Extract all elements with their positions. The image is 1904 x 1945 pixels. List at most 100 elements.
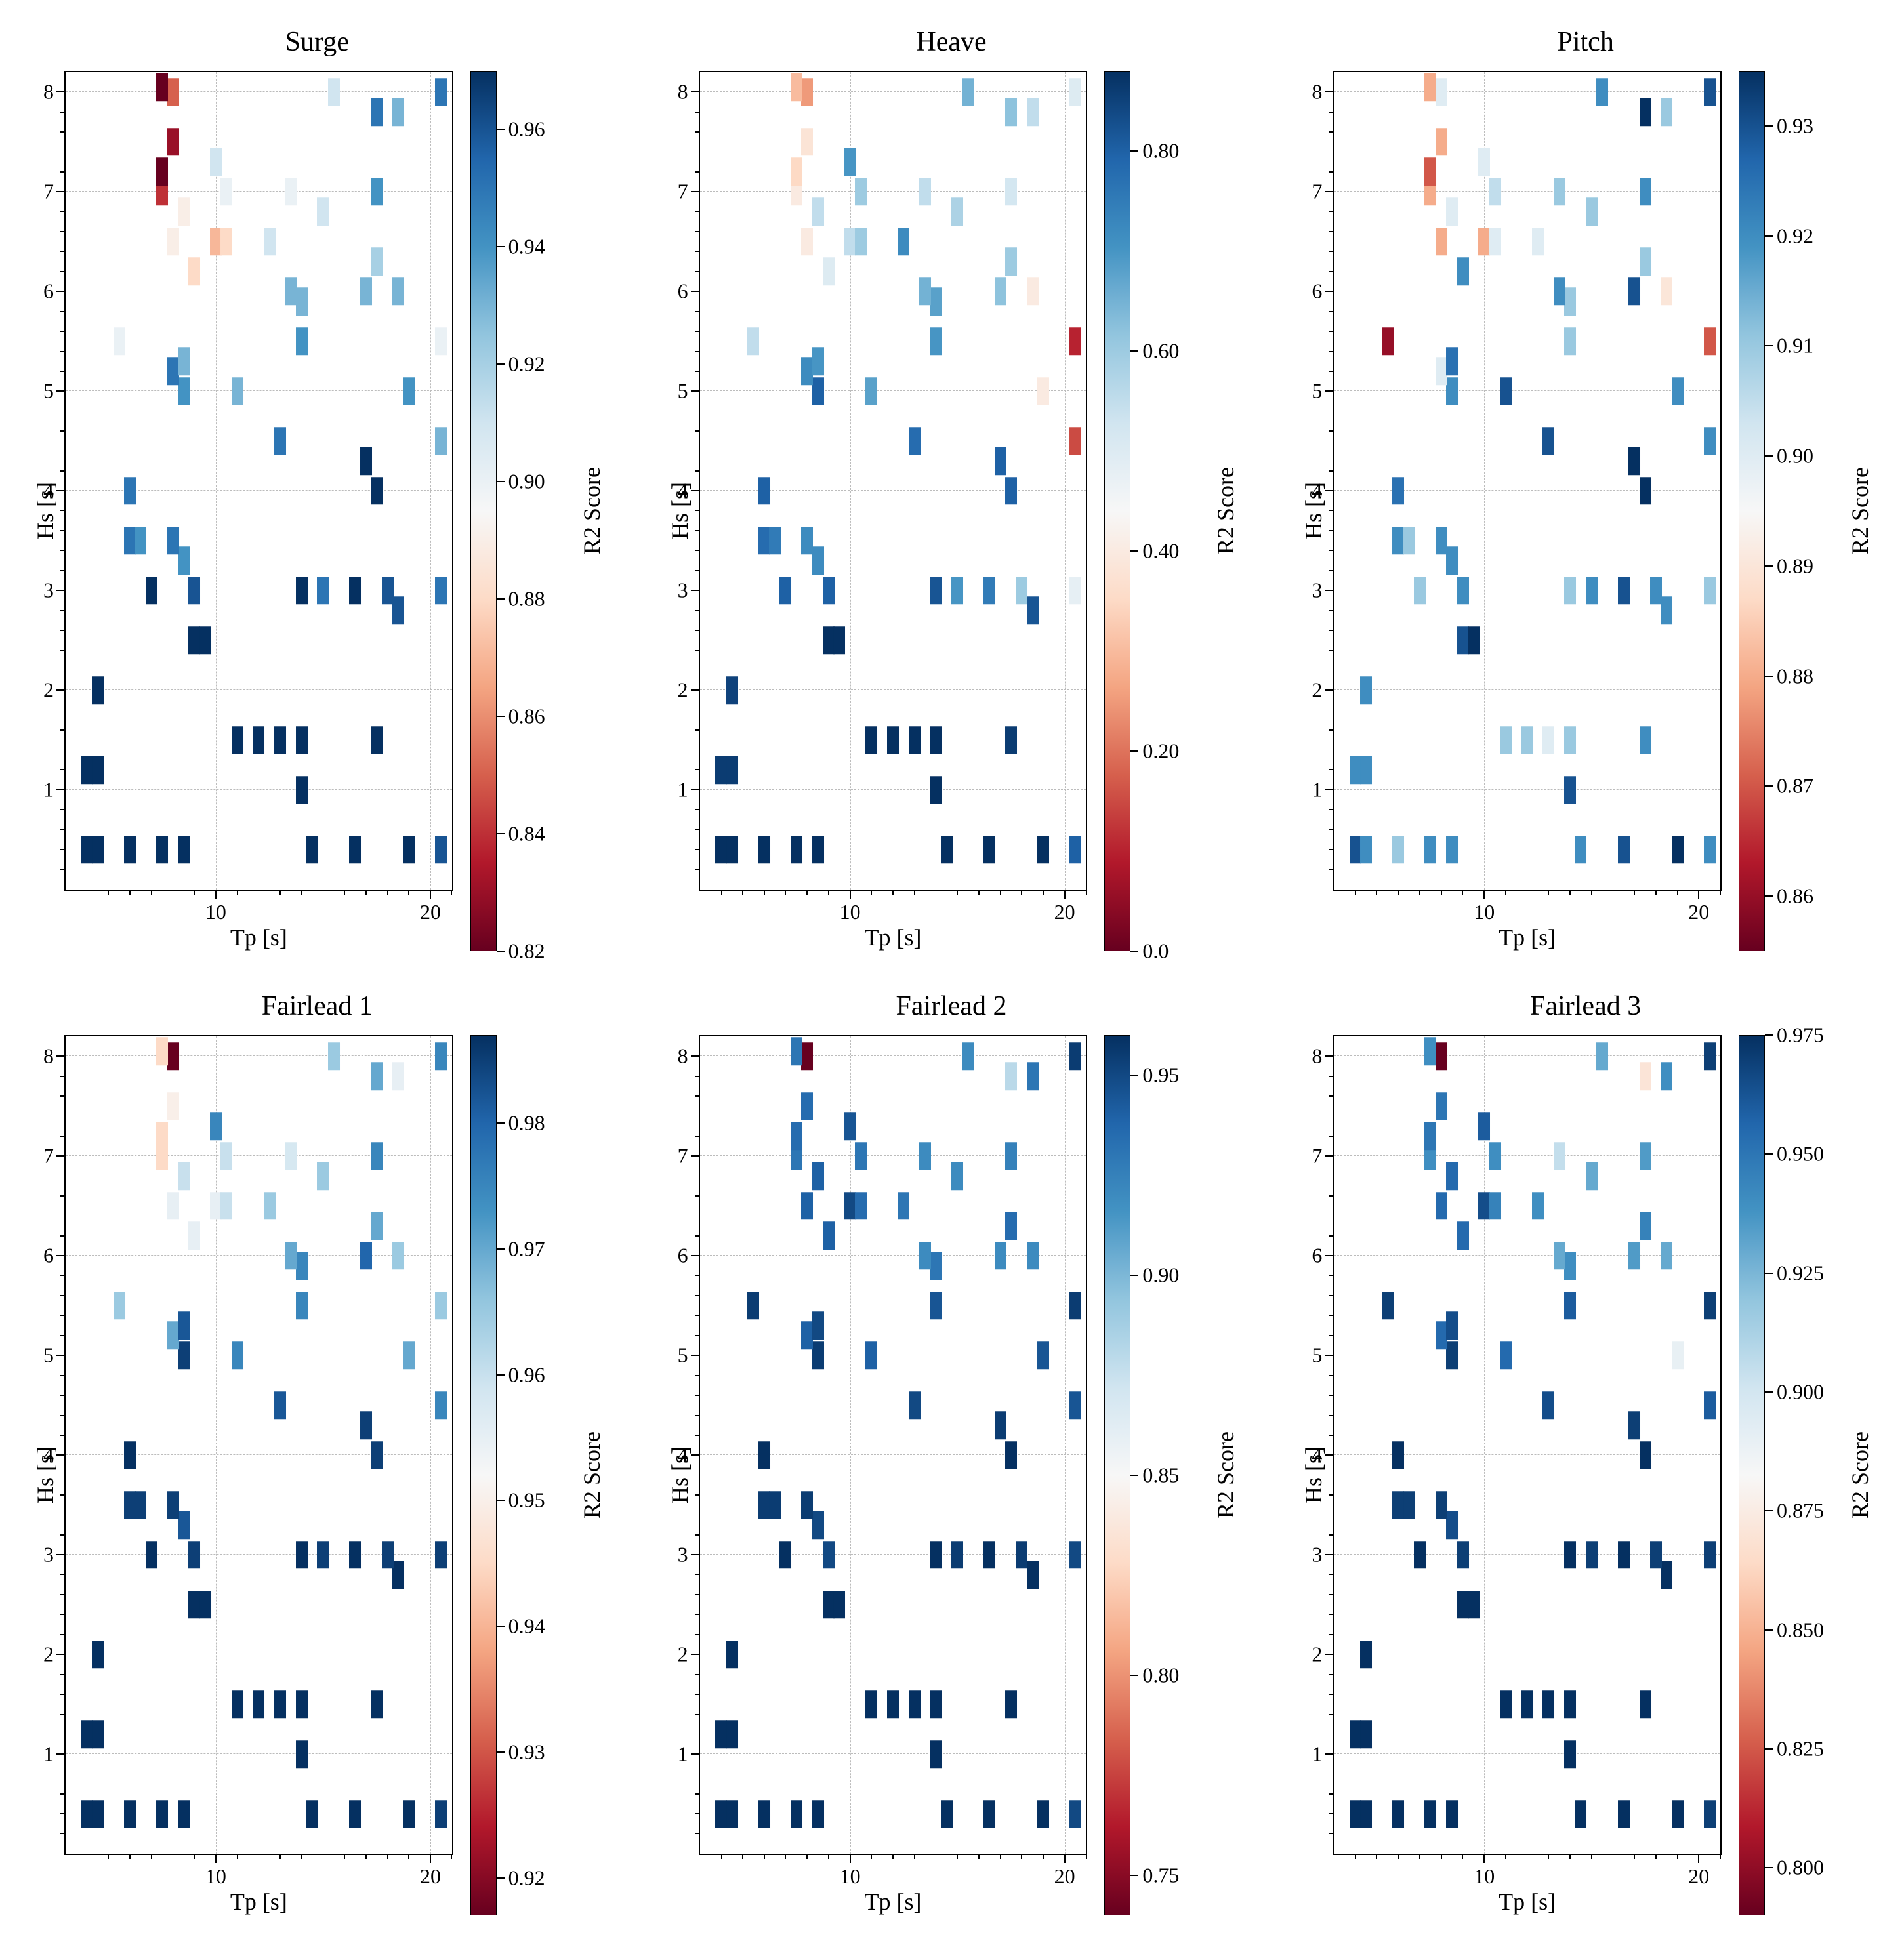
scatter-marker xyxy=(232,1341,243,1370)
scatter-marker xyxy=(1424,1122,1436,1151)
colorbar-tick-label: 0.95 xyxy=(1142,1063,1179,1088)
scatter-marker xyxy=(1005,477,1017,505)
scatter-marker xyxy=(1446,836,1458,864)
scatter-marker xyxy=(909,1690,921,1719)
scatter-marker xyxy=(1037,1800,1049,1828)
scatter-marker xyxy=(779,1541,791,1569)
scatter-marker xyxy=(1005,247,1017,276)
y-tick-label: 2 xyxy=(678,1643,688,1667)
scatter-marker xyxy=(844,228,856,256)
y-tick-label: 8 xyxy=(43,1044,54,1069)
plot-area: 123456781020 xyxy=(64,71,453,891)
scatter-marker xyxy=(124,1800,136,1828)
scatter-marker xyxy=(865,1690,877,1719)
scatter-marker xyxy=(1436,527,1447,555)
colorbar-tick-label: 0.97 xyxy=(508,1237,545,1261)
scatter-marker xyxy=(1403,527,1415,555)
scatter-marker xyxy=(435,1541,447,1569)
scatter-marker xyxy=(779,577,791,605)
y-tick-label: 6 xyxy=(678,279,688,304)
scatter-marker xyxy=(156,1038,168,1066)
scatter-marker xyxy=(1478,148,1490,176)
scatter-marker xyxy=(435,1042,447,1071)
scatter-marker xyxy=(349,577,361,605)
scatter-marker xyxy=(188,258,200,286)
scatter-marker xyxy=(1446,1341,1458,1370)
colorbar-tick-label: 0.87 xyxy=(1777,774,1813,798)
scatter-marker xyxy=(769,1491,781,1519)
scatter-marker xyxy=(274,427,286,455)
scatter-marker xyxy=(403,1341,415,1370)
x-tick-label: 20 xyxy=(1688,900,1709,924)
scatter-marker xyxy=(855,1192,867,1220)
scatter-marker xyxy=(865,1341,877,1370)
scatter-marker xyxy=(1564,577,1576,605)
scatter-marker xyxy=(210,1192,222,1220)
scatter-marker xyxy=(403,377,415,405)
scatter-marker xyxy=(135,527,146,555)
scatter-marker xyxy=(726,1720,738,1748)
scatter-marker xyxy=(1532,228,1544,256)
x-tick-label: 20 xyxy=(1688,1864,1709,1889)
colorbar-tick-label: 0.89 xyxy=(1777,554,1813,578)
scatter-marker xyxy=(1005,178,1017,206)
scatter-marker xyxy=(124,527,136,555)
scatter-marker xyxy=(1575,1800,1586,1828)
x-tick-label: 10 xyxy=(840,1864,861,1889)
scatter-marker xyxy=(1436,1092,1447,1120)
scatter-marker xyxy=(1360,1800,1372,1828)
scatter-marker xyxy=(114,1292,125,1320)
scatter-marker xyxy=(1704,327,1716,356)
x-axis-label: Tp [s] xyxy=(64,1855,453,1915)
scatter-marker xyxy=(1542,427,1554,455)
scatter-marker xyxy=(188,626,200,655)
scatter-marker xyxy=(1661,596,1672,624)
colorbar-tick-label: 0.800 xyxy=(1777,1856,1824,1880)
scatter-marker xyxy=(801,228,813,256)
scatter-marker xyxy=(1640,178,1651,206)
scatter-marker xyxy=(909,1391,921,1420)
scatter-marker xyxy=(1069,427,1081,455)
scatter-marker xyxy=(833,626,845,655)
scatter-marker xyxy=(1360,1641,1372,1669)
scatter-marker xyxy=(812,546,824,575)
x-tick-label: 20 xyxy=(420,900,441,924)
scatter-marker xyxy=(285,1142,297,1170)
panel-title: Pitch xyxy=(1294,26,1876,58)
scatter-marker xyxy=(1575,836,1586,864)
scatter-marker xyxy=(1704,1541,1716,1569)
scatter-marker xyxy=(232,726,243,754)
colorbar-tick-label: 0.40 xyxy=(1142,539,1179,563)
scatter-marker xyxy=(1037,1341,1049,1370)
plot-area: 123456781020 xyxy=(64,1035,453,1855)
colorbar-tick-label: 0.86 xyxy=(1777,884,1813,909)
colorbar-tick-label: 0.75 xyxy=(1142,1864,1179,1888)
scatter-marker xyxy=(1618,836,1630,864)
scatter-marker xyxy=(1392,836,1404,864)
scatter-marker xyxy=(124,477,136,505)
scatter-marker xyxy=(930,1292,942,1320)
x-axis-label: Tp [s] xyxy=(699,891,1088,951)
scatter-marker xyxy=(887,726,899,754)
colorbar-tick-label: 0.875 xyxy=(1777,1499,1824,1523)
scatter-marker xyxy=(715,1800,727,1828)
scatter-marker xyxy=(1661,1561,1672,1589)
scatter-marker xyxy=(349,1800,361,1828)
scatter-marker xyxy=(1069,577,1081,605)
scatter-marker xyxy=(812,1341,824,1370)
y-tick-label: 1 xyxy=(678,778,688,802)
scatter-marker xyxy=(919,178,931,206)
scatter-marker xyxy=(930,776,942,804)
scatter-marker xyxy=(930,287,942,316)
scatter-marker xyxy=(371,1212,383,1240)
scatter-marker xyxy=(382,577,394,605)
scatter-marker xyxy=(1596,78,1608,106)
scatter-marker xyxy=(1628,447,1640,475)
colorbar-tick-label: 0.90 xyxy=(1142,1263,1179,1288)
x-tick-label: 20 xyxy=(1054,900,1075,924)
scatter-marker xyxy=(156,73,168,102)
scatter-marker xyxy=(1586,1541,1598,1569)
scatter-marker xyxy=(1500,1690,1512,1719)
scatter-marker xyxy=(1005,1212,1017,1240)
scatter-marker xyxy=(274,726,286,754)
